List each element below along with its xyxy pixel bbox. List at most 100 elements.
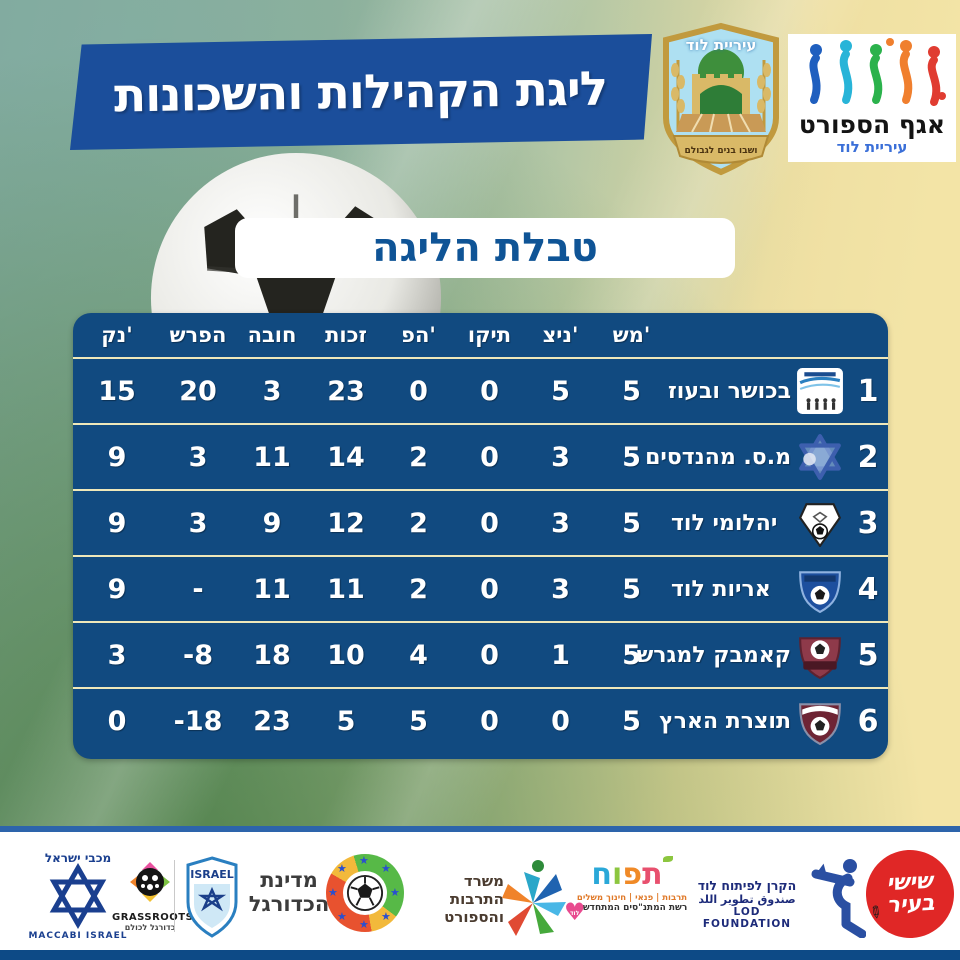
football-state-ball-icon: ★ ★ ★ ★ ★ ★ ★ ★ [326,854,404,932]
grassroots-title: GRASSROOTS [112,912,194,923]
lod-foundation-hebrew: הקרן לפיתוח לוד [697,878,797,893]
goals-against-value: 18 [253,639,291,671]
team-logo-comeback [796,631,844,680]
table-header-row: נק' הפרש חובה זכות הפ' תיקו ניצ' מש' [73,313,888,359]
header-draws: תיקו [467,323,512,347]
goals-for-value: 10 [327,639,365,671]
football-state-line1: מדינת [260,868,318,892]
wins-value: 1 [551,639,570,671]
wins-value: 3 [551,441,570,473]
points-value: 3 [107,639,127,671]
wins-value: 0 [551,705,570,737]
table-row: 9 - 11 11 2 0 3 5 אריות לוד 4 [73,555,888,621]
maccabi-israel-logo: מכבי ישראל MACCABI ISRAEL [22,850,134,942]
football-state-line2: הכדורגל [248,892,330,917]
emblem-field-icon [676,113,766,133]
sports-dept-subtitle: עיריית לוד [836,138,908,156]
star-of-david-icon [49,862,107,930]
shishi-line2: בעיר [886,890,936,919]
heart-icon: ♥ [564,898,586,926]
emblem-wheat-icon [671,60,771,130]
leaf-icon [662,856,673,862]
grassroots-logo: GRASSROOTS כדורגל לכולם [112,858,194,942]
played-value: 5 [622,639,641,671]
tapuach-logo: תפוח תרבות | פנאי | חינוך משלים רשת המתנ… [564,856,698,944]
goals-against-value: 11 [253,441,291,473]
lod-foundation-arabic: صندوق تطوير اللد [698,893,796,906]
table-row: 9 3 11 14 2 0 3 5 מ.ס. מהנדסים 2 [73,423,888,489]
points-value: 9 [107,441,127,473]
team-name: מ.ס. מהנדסים [645,444,791,470]
sponsor-divider [174,860,175,932]
team-logo-totzeret [796,697,844,746]
ministry-line3: והספורט [444,908,504,926]
lod-foundation-figure-icon [800,854,867,939]
played-value: 5 [622,441,641,473]
header-goals-against: חובה [247,323,297,347]
draws-value: 0 [480,639,499,671]
team-logo-lions [796,565,844,614]
goals-for-value: 5 [336,705,356,737]
wins-value: 5 [551,375,570,407]
diff-value: - [192,573,204,605]
table-row: 9 3 9 12 2 0 3 5 יהלומי לוד 3 [73,489,888,555]
league-table-body: 15 20 3 23 0 0 5 5 בכושר ובעוז 1 9 3 11 … [73,359,888,753]
banner-title: ליגת הקהילות והשכונות [114,61,608,123]
goals-for-value: 11 [327,573,365,605]
header-goals-for: זכות [325,323,367,347]
diff-value: 3 [188,441,208,473]
grassroots-subtitle: כדורגל לכולם [124,923,176,932]
diff-value: -18 [173,705,223,737]
points-value: 15 [98,375,136,407]
draws-value: 0 [480,441,499,473]
goals-for-value: 14 [327,441,365,473]
tapuach-subline: רשת המתנ"סים המתחדשת [576,903,688,913]
israel-fa-logo: ISRAEL [184,856,240,940]
losses-value: 2 [409,441,428,473]
footer-bottom-bar [0,950,960,960]
wins-value: 3 [551,573,570,605]
wins-value: 3 [551,507,570,539]
culture-sport-ministry-label: משרד התרבות והספורט [428,872,504,932]
draws-value: 0 [480,705,499,737]
grassroots-ball-icon [130,862,170,902]
diff-value: -8 [183,639,213,671]
maccabi-label-bottom: MACCABI ISRAEL [28,931,127,941]
played-value: 5 [622,507,641,539]
diff-value: 3 [188,507,208,539]
table-row: 0 -18 23 5 5 0 0 5 תוצרת הארץ 6 [73,687,888,753]
ministry-line1: משרד [463,872,504,890]
played-value: 5 [622,573,641,605]
position-number: 2 [857,439,879,475]
position-number: 6 [857,703,879,739]
position-number: 4 [857,571,879,607]
played-value: 5 [622,375,641,407]
goals-against-value: 11 [253,573,291,605]
emblem-motto: ושבו בנים לגבולם [684,146,758,156]
position-number: 3 [857,505,879,541]
city-emblem-shield-icon [663,22,779,176]
league-table: נק' הפרש חובה זכות הפ' תיקו ניצ' מש' 15 … [73,313,888,759]
emblem-gate-icon [692,74,750,114]
tapuach-title: תפוח [566,856,698,890]
table-row: 15 20 3 23 0 0 5 5 בכושר ובעוז 1 [73,359,888,423]
team-logo-engineers [796,433,844,481]
lod-foundation-english: LOD FOUNDATION [702,906,792,930]
team-name: קאמבק למגרש [636,642,791,668]
draws-value: 0 [480,375,499,407]
israel-fa-label: ISRAEL [190,868,234,881]
tapuach-tagline: תרבות | פנאי | חינוך משלים [576,893,688,903]
points-value: 0 [107,705,127,737]
header-wins: ניצ' [542,323,579,347]
points-value: 9 [107,507,127,539]
title-banner: ליגת הקהילות והשכונות [70,34,652,150]
shishi-bair-logo: שישי בעיר ✎ [863,847,957,941]
table-row: 3 -8 18 10 4 0 1 5 קאמבק למגרש 5 [73,621,888,687]
draws-value: 0 [480,573,499,605]
diff-value: 20 [179,375,217,407]
team-name: אריות לוד [671,576,771,602]
team-name: בכושר ובעוז [668,378,791,404]
draws-value: 0 [480,507,499,539]
table-subtitle: טבלת הליגה [372,225,598,271]
goals-against-value: 9 [262,507,282,539]
